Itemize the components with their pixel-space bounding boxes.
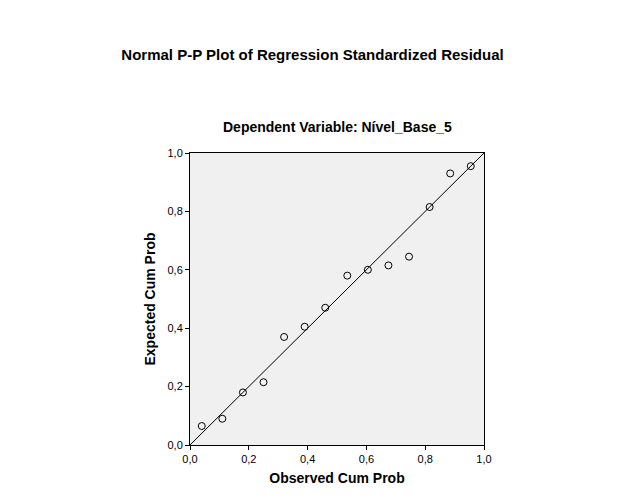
svg-text:0,6: 0,6 (359, 453, 374, 465)
svg-text:0,8: 0,8 (418, 453, 433, 465)
svg-text:Dependent Variable: Nível_Base: Dependent Variable: Nível_Base_5 (223, 119, 452, 135)
svg-text:0,6: 0,6 (168, 264, 183, 276)
svg-text:Observed Cum Prob: Observed Cum Prob (269, 470, 404, 486)
svg-text:Expected Cum Prob: Expected Cum Prob (142, 232, 158, 365)
svg-text:1,0: 1,0 (476, 453, 491, 465)
svg-text:0,2: 0,2 (241, 453, 256, 465)
svg-text:0,0: 0,0 (182, 453, 197, 465)
svg-text:1,0: 1,0 (168, 147, 183, 159)
svg-text:0,4: 0,4 (300, 453, 315, 465)
svg-text:0,8: 0,8 (168, 205, 183, 217)
svg-text:Normal P-P Plot of Regression: Normal P-P Plot of Regression Standardiz… (121, 46, 503, 63)
svg-text:0,2: 0,2 (168, 380, 183, 392)
svg-text:0,0: 0,0 (168, 439, 183, 451)
svg-text:0,4: 0,4 (168, 322, 183, 334)
